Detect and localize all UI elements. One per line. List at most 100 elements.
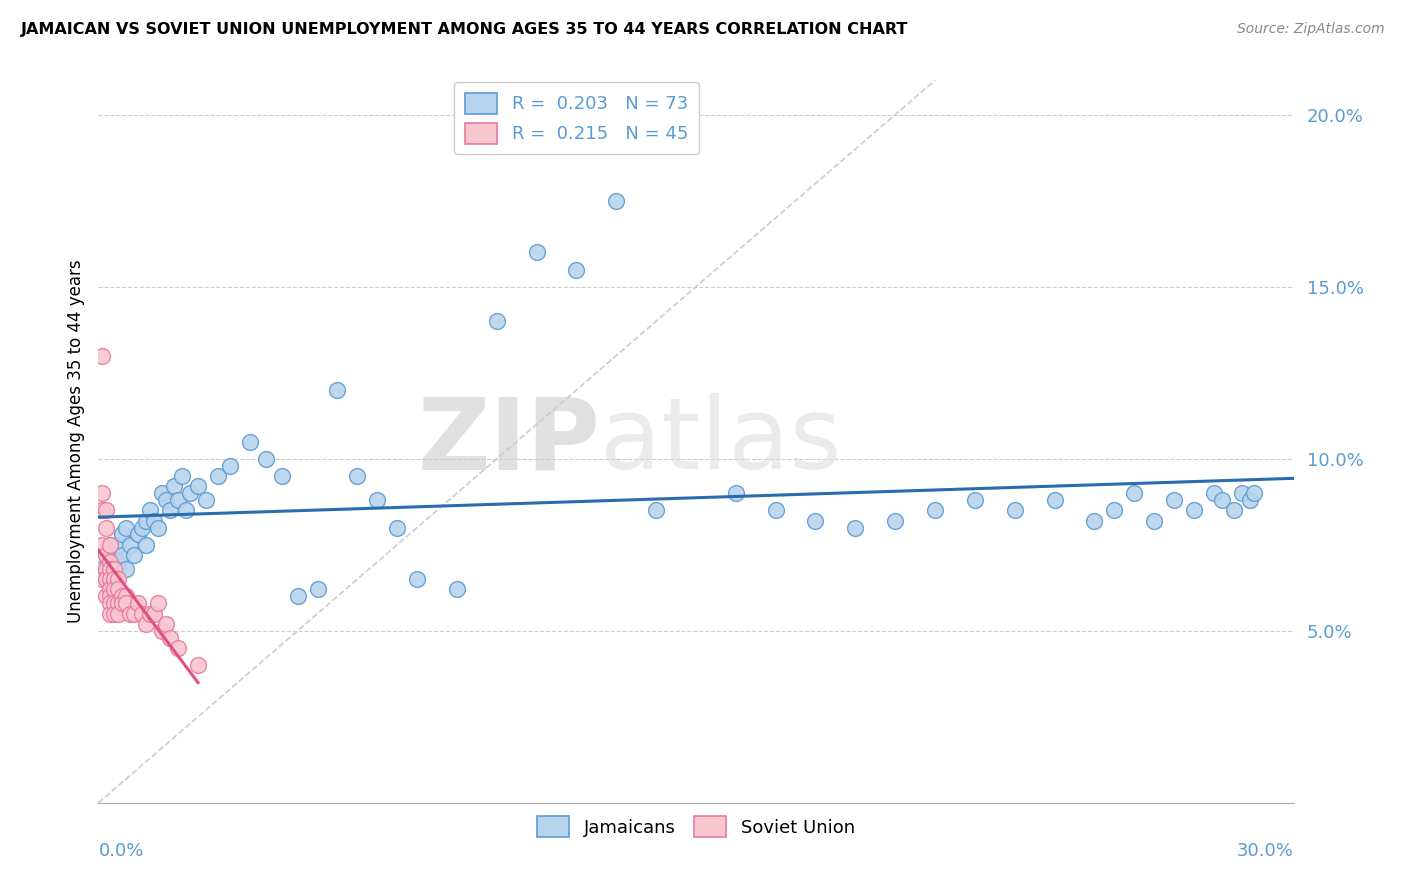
Point	[98, 596, 122, 610]
Point	[103, 548, 125, 562]
Point	[163, 479, 186, 493]
Point	[91, 503, 114, 517]
Point	[963, 493, 986, 508]
Point	[115, 590, 138, 604]
Point	[446, 582, 468, 597]
Point	[150, 624, 173, 638]
Point	[1223, 503, 1246, 517]
Point	[115, 562, 138, 576]
Point	[111, 596, 134, 610]
Point	[307, 582, 329, 597]
Point	[219, 458, 242, 473]
Point	[111, 548, 134, 562]
Point	[1182, 503, 1205, 517]
Point	[270, 469, 292, 483]
Text: atlas: atlas	[600, 393, 842, 490]
Point	[645, 503, 668, 517]
Point	[96, 503, 118, 517]
Point	[103, 607, 125, 621]
Point	[139, 503, 162, 517]
Legend: Jamaicans, Soviet Union: Jamaicans, Soviet Union	[530, 809, 862, 845]
Point	[1163, 493, 1185, 508]
Point	[103, 572, 125, 586]
Text: 0.0%: 0.0%	[98, 842, 143, 860]
Point	[1104, 503, 1126, 517]
Point	[107, 562, 129, 576]
Point	[924, 503, 946, 517]
Point	[96, 572, 118, 586]
Point	[98, 590, 122, 604]
Point	[174, 503, 197, 517]
Point	[96, 562, 118, 576]
Point	[96, 548, 118, 562]
Point	[91, 572, 114, 586]
Point	[107, 607, 129, 621]
Point	[127, 527, 149, 541]
Point	[103, 582, 125, 597]
Point	[346, 469, 368, 483]
Point	[195, 493, 218, 508]
Point	[187, 479, 209, 493]
Point	[91, 349, 114, 363]
Point	[565, 262, 588, 277]
Point	[804, 514, 827, 528]
Point	[103, 596, 125, 610]
Point	[254, 451, 277, 466]
Point	[1243, 486, 1265, 500]
Point	[1083, 514, 1105, 528]
Point	[111, 590, 134, 604]
Point	[124, 548, 146, 562]
Point	[1143, 514, 1166, 528]
Point	[107, 572, 129, 586]
Point	[98, 538, 122, 552]
Point	[366, 493, 388, 508]
Point	[135, 616, 157, 631]
Point	[127, 596, 149, 610]
Point	[103, 572, 125, 586]
Point	[844, 520, 866, 534]
Point	[406, 572, 429, 586]
Point	[150, 486, 173, 500]
Point	[159, 631, 181, 645]
Point	[120, 538, 142, 552]
Point	[155, 616, 177, 631]
Point	[187, 658, 209, 673]
Point	[96, 590, 118, 604]
Point	[1230, 486, 1253, 500]
Point	[1123, 486, 1146, 500]
Point	[1043, 493, 1066, 508]
Point	[884, 514, 907, 528]
Point	[485, 314, 508, 328]
Point	[96, 548, 118, 562]
Point	[107, 555, 129, 569]
Point	[605, 194, 627, 208]
Point	[326, 383, 349, 397]
Point	[159, 503, 181, 517]
Point	[724, 486, 747, 500]
Point	[135, 538, 157, 552]
Point	[143, 514, 166, 528]
Point	[139, 607, 162, 621]
Point	[1004, 503, 1026, 517]
Text: ZIP: ZIP	[418, 393, 600, 490]
Point	[98, 607, 122, 621]
Point	[765, 503, 787, 517]
Point	[115, 520, 138, 534]
Point	[98, 562, 122, 576]
Text: Source: ZipAtlas.com: Source: ZipAtlas.com	[1237, 22, 1385, 37]
Point	[91, 486, 114, 500]
Point	[98, 582, 122, 597]
Point	[1239, 493, 1261, 508]
Point	[1211, 493, 1233, 508]
Text: JAMAICAN VS SOVIET UNION UNEMPLOYMENT AMONG AGES 35 TO 44 YEARS CORRELATION CHAR: JAMAICAN VS SOVIET UNION UNEMPLOYMENT AM…	[21, 22, 908, 37]
Point	[120, 607, 142, 621]
Point	[98, 555, 122, 569]
Y-axis label: Unemployment Among Ages 35 to 44 years: Unemployment Among Ages 35 to 44 years	[66, 260, 84, 624]
Point	[385, 520, 409, 534]
Point	[98, 538, 122, 552]
Point	[179, 486, 201, 500]
Point	[115, 596, 138, 610]
Text: 30.0%: 30.0%	[1237, 842, 1294, 860]
Point	[148, 520, 170, 534]
Point	[172, 469, 194, 483]
